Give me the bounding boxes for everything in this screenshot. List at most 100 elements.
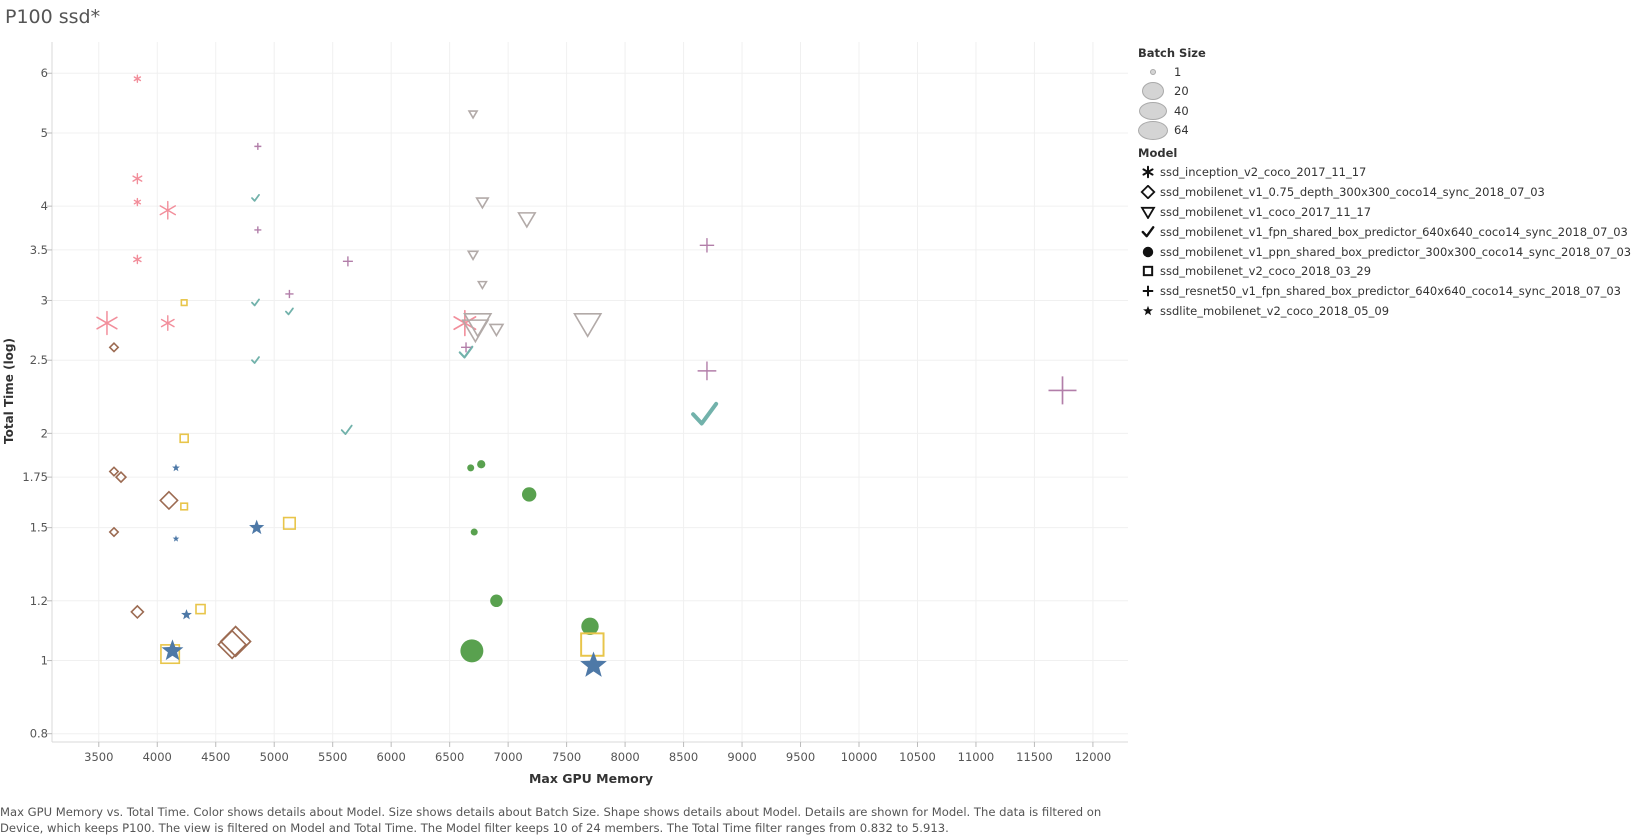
point-asterisk xyxy=(132,172,143,185)
point-star xyxy=(249,519,265,535)
y-tick-label: 1.2 xyxy=(30,594,48,608)
x-tick-label: 4000 xyxy=(143,750,172,764)
model-legend-title: Model xyxy=(1138,146,1178,160)
model-legend-item: ssd_inception_v2_coco_2017_11_17 xyxy=(1138,162,1631,182)
y-tick-label: 1.5 xyxy=(30,521,48,535)
y-tick-label: 2.5 xyxy=(30,353,48,367)
point-triangle-down xyxy=(488,323,505,338)
size-legend-label: 64 xyxy=(1174,123,1189,138)
model-legend-label: ssd_inception_v2_coco_2017_11_17 xyxy=(1160,164,1367,179)
point-check xyxy=(251,298,260,307)
point-star xyxy=(580,651,607,677)
point-star xyxy=(172,463,180,472)
point-star xyxy=(167,644,180,656)
point-square xyxy=(580,632,605,657)
point-plus xyxy=(342,256,353,267)
chart-caption: Max GPU Memory vs. Total Time. Color sho… xyxy=(0,805,1102,835)
check-icon xyxy=(1141,225,1155,237)
point-check xyxy=(691,401,719,426)
model-legend: ssd_inception_v2_coco_2017_11_17 ssd_mobi… xyxy=(1138,162,1631,321)
x-tick-label: 11000 xyxy=(958,750,995,764)
point-check xyxy=(340,424,353,435)
x-tick-label: 7500 xyxy=(552,750,581,764)
point-plus xyxy=(1048,376,1077,405)
y-tick-label: 4 xyxy=(41,199,48,213)
size-legend-label: 40 xyxy=(1174,103,1189,118)
point-asterisk xyxy=(133,254,142,265)
x-tick-label: 9500 xyxy=(786,750,815,764)
y-tick-label: 1 xyxy=(41,654,48,668)
model-legend-item: ssd_mobilenet_v1_fpn_shared_box_predicto… xyxy=(1138,222,1631,242)
point-plus xyxy=(699,238,715,253)
triangle-down-icon xyxy=(1140,206,1156,219)
point-asterisk xyxy=(96,310,118,336)
y-tick-label: 3.5 xyxy=(30,243,48,257)
page-title: P100 ssd* xyxy=(5,6,101,28)
model-legend-label: ssd_mobilenet_v1_0.75_depth_300x300_coco… xyxy=(1160,184,1545,199)
asterisk-icon xyxy=(1142,165,1154,179)
y-axis-label: Total Time (log) xyxy=(2,338,16,444)
x-tick-label: 8000 xyxy=(610,750,639,764)
x-tick-label: 10500 xyxy=(899,750,936,764)
model-legend-item: ssd_mobilenet_v1_0.75_depth_300x300_coco… xyxy=(1138,182,1631,202)
point-diamond xyxy=(217,629,248,660)
x-tick-label: 10000 xyxy=(841,750,878,764)
point-triangle-down xyxy=(573,313,603,338)
x-tick-label: 5000 xyxy=(260,750,289,764)
point-square xyxy=(282,516,296,530)
point-circle xyxy=(581,617,599,636)
point-square xyxy=(179,433,189,444)
size-swatch xyxy=(1138,82,1168,101)
legend: Batch Size 1 20 40 64 Model ssd_inception_v… xyxy=(1138,46,1631,321)
point-plus xyxy=(461,342,472,353)
axes: 3500 4000 4500 5000 5500 6000 6500 7000 7500 8000… xyxy=(22,42,1128,764)
plus-icon xyxy=(1142,286,1154,297)
size-legend-item: 64 xyxy=(1138,120,1631,141)
model-legend-label: ssd_resnet50_v1_fpn_shared_box_predictor… xyxy=(1160,284,1621,299)
y-tick-label: 1.75 xyxy=(22,470,48,484)
point-asterisk xyxy=(160,315,175,331)
model-legend-label: ssd_mobilenet_v1_ppn_shared_box_predicto… xyxy=(1160,244,1632,259)
x-tick-label: 12000 xyxy=(1075,750,1112,764)
square-icon xyxy=(1142,266,1154,277)
point-square xyxy=(160,644,181,665)
point-diamond xyxy=(159,490,179,511)
size-legend-item: 40 xyxy=(1138,101,1631,121)
x-axis-label: Max GPU Memory xyxy=(529,771,653,786)
point-check xyxy=(251,194,260,202)
point-diamond xyxy=(219,625,252,658)
point-check xyxy=(458,345,474,359)
point-triangle-down xyxy=(517,212,537,229)
size-legend-label: 1 xyxy=(1174,64,1182,79)
point-plus xyxy=(254,142,262,150)
point-circle xyxy=(490,594,503,608)
y-tick-label: 2 xyxy=(41,426,48,440)
point-triangle-down xyxy=(476,280,488,291)
point-square xyxy=(180,502,189,511)
point-triangle-down xyxy=(461,319,490,344)
data-points xyxy=(96,74,1077,677)
point-star xyxy=(181,609,192,620)
y-tick-label: 0.8 xyxy=(30,727,48,741)
point-star xyxy=(172,535,180,542)
point-diamond xyxy=(114,471,128,484)
x-tick-label: 8500 xyxy=(669,750,698,764)
x-tick-label: 6000 xyxy=(377,750,406,764)
y-tick-label: 6 xyxy=(41,66,48,80)
point-triangle-down xyxy=(467,110,479,120)
model-legend-item: ssd_mobilenet_v2_coco_2018_03_29 xyxy=(1138,261,1631,281)
model-legend-item: ssdlite_mobilenet_v2_coco_2018_05_09 xyxy=(1138,301,1631,321)
point-circle xyxy=(460,639,484,663)
point-plus xyxy=(697,361,717,381)
point-circle xyxy=(477,460,486,469)
point-asterisk xyxy=(159,200,177,220)
size-swatch xyxy=(1138,120,1168,140)
point-diamond xyxy=(108,466,120,477)
point-diamond xyxy=(108,526,120,538)
point-square xyxy=(180,299,188,307)
point-check xyxy=(251,356,260,364)
model-legend-item: ssd_mobilenet_v1_ppn_shared_box_predicto… xyxy=(1138,242,1631,262)
size-legend-label: 20 xyxy=(1174,84,1189,99)
model-legend-label: ssd_mobilenet_v1_fpn_shared_box_predicto… xyxy=(1160,224,1628,239)
